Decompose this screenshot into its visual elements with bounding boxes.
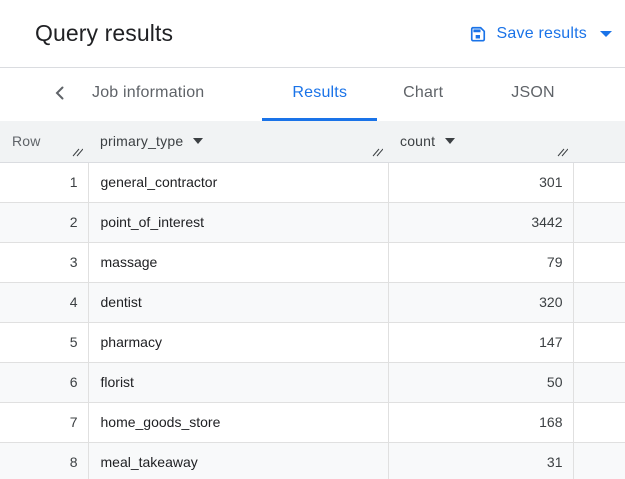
column-menu-caret-icon[interactable] bbox=[445, 138, 456, 145]
primary-type-cell: massage bbox=[88, 242, 389, 283]
row-number-cell: 6 bbox=[0, 362, 89, 403]
table-row: 8 meal_takeaway 31 bbox=[0, 442, 625, 479]
tab-chart[interactable]: Chart bbox=[403, 84, 444, 101]
table-header-row: Row primary_type bbox=[0, 121, 625, 163]
tab-job-information[interactable]: Job information bbox=[92, 84, 205, 101]
tabs-scroll-left-button[interactable] bbox=[46, 68, 74, 121]
column-label-row: Row bbox=[12, 133, 41, 150]
column-header-count[interactable]: count bbox=[388, 121, 573, 163]
count-cell: 3442 bbox=[388, 202, 574, 243]
tab-bar: Job information Results Chart JSON bbox=[0, 68, 625, 121]
primary-type-cell: point_of_interest bbox=[88, 202, 389, 243]
row-number-cell: 3 bbox=[0, 242, 89, 283]
row-number-cell: 8 bbox=[0, 442, 89, 479]
primary-type-cell: pharmacy bbox=[88, 322, 389, 363]
column-label-primary-type: primary_type bbox=[100, 133, 184, 150]
table-row: 3 massage 79 bbox=[0, 242, 625, 283]
count-cell: 147 bbox=[388, 322, 574, 363]
filler-cell bbox=[573, 322, 625, 363]
filler-cell bbox=[573, 402, 625, 443]
save-results-button[interactable]: Save results bbox=[468, 24, 612, 44]
filler-cell bbox=[573, 442, 625, 479]
table-row: 6 florist 50 bbox=[0, 362, 625, 403]
save-results-label: Save results bbox=[496, 24, 587, 42]
row-number-cell: 5 bbox=[0, 322, 89, 363]
table-row: 5 pharmacy 147 bbox=[0, 322, 625, 363]
primary-type-cell: dentist bbox=[88, 282, 389, 323]
filler-cell bbox=[573, 362, 625, 403]
count-cell: 168 bbox=[388, 402, 574, 443]
row-number-cell: 1 bbox=[0, 162, 89, 203]
column-resize-handle-icon[interactable] bbox=[557, 146, 568, 157]
chevron-left-icon bbox=[52, 85, 68, 104]
primary-type-cell: florist bbox=[88, 362, 389, 403]
save-icon bbox=[468, 24, 488, 44]
column-header-row: Row bbox=[0, 121, 88, 163]
row-number-cell: 4 bbox=[0, 282, 89, 323]
count-cell: 50 bbox=[388, 362, 574, 403]
column-menu-caret-icon[interactable] bbox=[193, 138, 204, 145]
primary-type-cell: home_goods_store bbox=[88, 402, 389, 443]
results-table: Row primary_type bbox=[0, 121, 625, 479]
count-cell: 31 bbox=[388, 442, 574, 479]
count-cell: 301 bbox=[388, 162, 574, 203]
column-label-count: count bbox=[400, 133, 436, 150]
column-header-filler bbox=[573, 121, 625, 163]
tab-json[interactable]: JSON bbox=[511, 84, 555, 101]
column-header-primary-type[interactable]: primary_type bbox=[88, 121, 388, 163]
dropdown-caret-icon bbox=[600, 30, 612, 37]
column-resize-handle-icon[interactable] bbox=[372, 146, 383, 157]
primary-type-cell: general_contractor bbox=[88, 162, 389, 203]
table-row: 4 dentist 320 bbox=[0, 282, 625, 323]
column-resize-handle-icon[interactable] bbox=[72, 146, 83, 157]
filler-cell bbox=[573, 242, 625, 283]
page-title: Query results bbox=[35, 20, 174, 46]
table-row: 1 general_contractor 301 bbox=[0, 162, 625, 203]
row-number-cell: 2 bbox=[0, 202, 89, 243]
filler-cell bbox=[573, 282, 625, 323]
panel-header: Query results Save results bbox=[0, 0, 625, 68]
table-row: 7 home_goods_store 168 bbox=[0, 402, 625, 443]
filler-cell bbox=[573, 202, 625, 243]
table-row: 2 point_of_interest 3442 bbox=[0, 202, 625, 243]
count-cell: 79 bbox=[388, 242, 574, 283]
table-body: 1 general_contractor 301 2 point_of_inte… bbox=[0, 162, 625, 479]
filler-cell bbox=[573, 162, 625, 203]
row-number-cell: 7 bbox=[0, 402, 89, 443]
count-cell: 320 bbox=[388, 282, 574, 323]
tab-results[interactable]: Results bbox=[262, 68, 378, 121]
primary-type-cell: meal_takeaway bbox=[88, 442, 389, 479]
